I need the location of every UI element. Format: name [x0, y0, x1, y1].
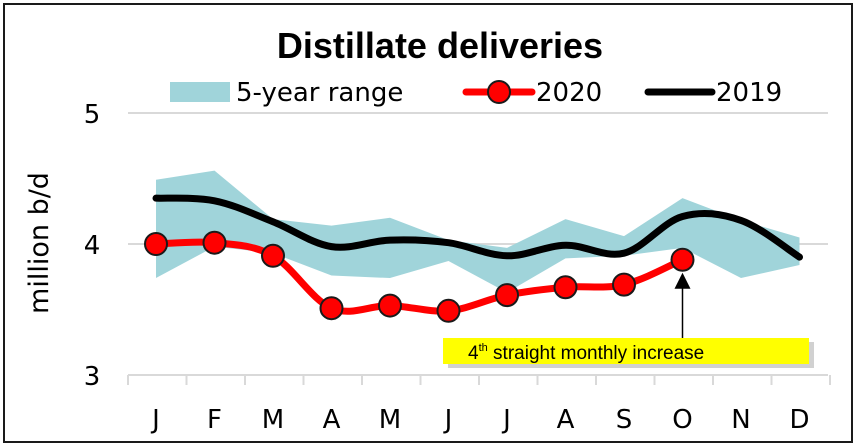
marker-2020-7 — [553, 275, 578, 300]
y-tick-label-3: 3 — [84, 362, 101, 392]
chart-title: Distillate deliveries — [277, 25, 603, 66]
x-tick-label-11: D — [789, 405, 809, 435]
x-tick-label-1: F — [207, 405, 222, 435]
y-tick-labels: 3 4 5 — [84, 100, 101, 392]
marker-2020-8 — [612, 272, 636, 297]
x-tick-label-9: O — [672, 405, 692, 435]
marker-2020-4 — [378, 293, 402, 318]
marker-2020-9 — [670, 247, 695, 272]
legend: 5-year range 2020 2019 — [170, 78, 782, 108]
x-tick-label-3: A — [323, 405, 341, 435]
y-tick-label-4: 4 — [84, 231, 101, 261]
legend-marker-2020 — [487, 80, 511, 104]
legend-label-2020: 2020 — [536, 78, 602, 108]
annotation-text-prefix: 4 — [468, 343, 479, 364]
series-2020 — [144, 230, 695, 323]
y-axis-label: million b/d — [24, 172, 55, 314]
marker-2020-6 — [495, 283, 519, 308]
x-tick-label-5: J — [443, 405, 453, 435]
x-tick-label-4: M — [379, 405, 401, 435]
x-tick-label-8: S — [616, 405, 633, 435]
annotation-text-superscript: th — [479, 342, 488, 354]
legend-label-5-year-range: 5-year range — [236, 78, 403, 108]
x-tick-label-2: M — [262, 405, 284, 435]
marker-2020-1 — [202, 230, 227, 255]
marker-2020-0 — [144, 232, 168, 256]
x-tick-label-6: J — [501, 405, 511, 435]
marker-2020-2 — [261, 243, 285, 268]
line-2019 — [152, 194, 803, 261]
legend-label-2019: 2019 — [716, 78, 782, 108]
annotation: 4th straight monthly increase — [443, 272, 814, 368]
marker-2020-5 — [436, 298, 461, 323]
annotation-text: 4th straight monthly increase — [468, 342, 704, 364]
line-2020 — [152, 238, 686, 315]
annotation-text-rest: straight monthly increase — [488, 343, 705, 364]
x-tick-label-10: N — [731, 405, 750, 435]
x-tick-label-0: J — [150, 405, 160, 435]
x-axis — [127, 374, 831, 385]
x-tick-label-7: A — [557, 405, 575, 435]
marker-2020-3 — [319, 296, 344, 321]
annotation-box — [443, 338, 809, 364]
series-2019 — [152, 194, 803, 261]
five-year-range-band — [156, 170, 800, 293]
annotation-arrow-head — [674, 272, 691, 289]
legend-swatch-5-year-range — [170, 82, 230, 102]
range-band-area — [156, 170, 800, 293]
y-tick-label-5: 5 — [84, 100, 101, 130]
